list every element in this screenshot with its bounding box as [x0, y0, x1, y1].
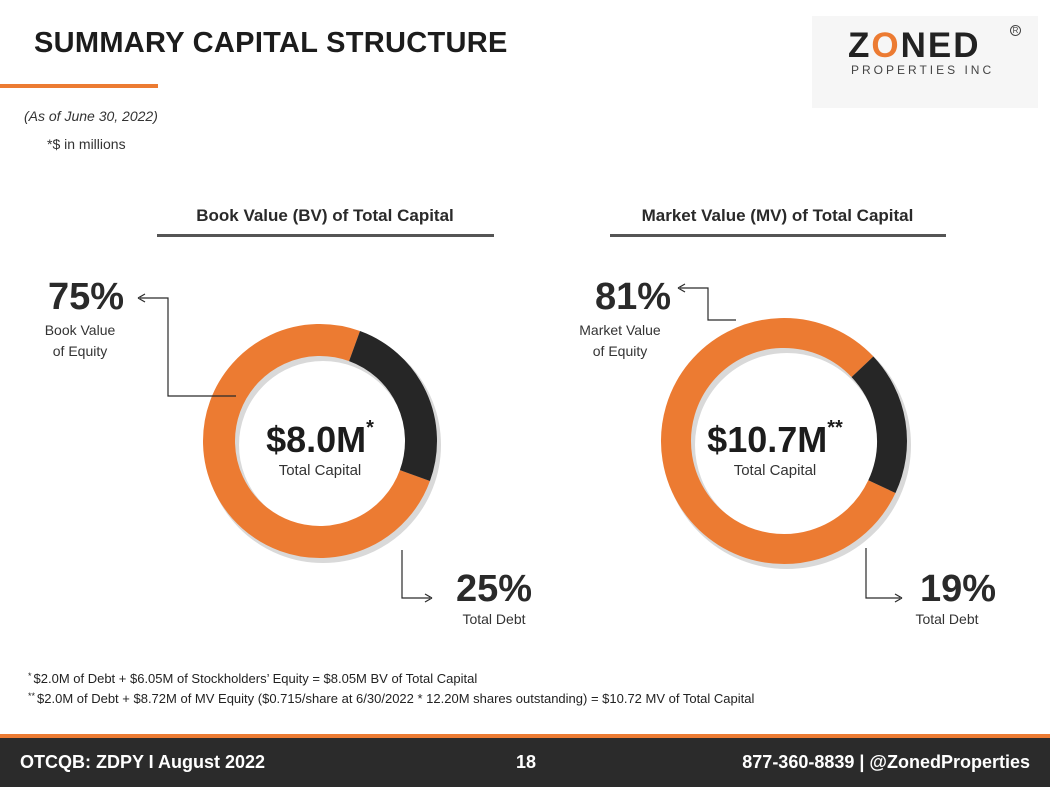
- debt-leader-line: [865, 548, 900, 599]
- bv-equity-label-line1: Book Value: [44, 322, 116, 338]
- bv-chart-title: Book Value (BV) of Total Capital: [196, 206, 454, 225]
- page-number: 18: [516, 752, 537, 772]
- debt-leader-line: [401, 550, 430, 599]
- mv-center-value-text: $10.7M: [707, 419, 828, 460]
- bv-equity-label-line2: of Equity: [52, 343, 108, 359]
- mv-chart-title: Market Value (MV) of Total Capital: [641, 206, 914, 225]
- bv-debt-percent: 25%: [456, 568, 533, 610]
- mv-total-capital-value: $10.7M**: [665, 417, 885, 461]
- bv-footnote-marker: *: [366, 417, 374, 439]
- logo-subtitle: PROPERTIES INC: [851, 63, 995, 77]
- debt-arrow-icon: [894, 593, 903, 603]
- title-underline: [0, 84, 158, 88]
- company-logo: ZONED: [848, 26, 981, 66]
- footnote-bv-text: $2.0M of Debt + $6.05M of Stockholders’ …: [33, 671, 478, 686]
- mv-equity-percent: 81%: [595, 276, 672, 318]
- bv-center-label: Total Capital: [278, 462, 362, 479]
- footer-bar: OTCQB: ZDPY I August 2022 18 877-360-883…: [0, 738, 1050, 787]
- donut-slice-debt: [851, 356, 907, 493]
- equity-leader-line: [680, 287, 736, 321]
- debt-arrow-icon: [424, 593, 433, 603]
- bv-equity-percent: 75%: [48, 276, 125, 318]
- footnote-bv-marker: *: [28, 671, 32, 681]
- footer-ticker-date: OTCQB: ZDPY I August 2022: [20, 752, 266, 772]
- bv-equity-label: Book Value of Equity: [30, 320, 130, 362]
- bv-total-capital-value: $8.0M*: [220, 417, 420, 461]
- mv-equity-label-line1: Market Value: [579, 322, 661, 338]
- equity-leader-line: [140, 297, 236, 397]
- footnote-mv: ** $2.0M of Debt + $8.72M of MV Equity ($…: [28, 691, 754, 706]
- footer-contact: 877-360-8839 | @ZonedProperties: [742, 752, 1030, 772]
- bv-center-value-text: $8.0M: [266, 419, 367, 460]
- footer-accent-rule: [0, 734, 1050, 738]
- units-note: *$ in millions: [47, 136, 126, 152]
- logo-letter-z: Z: [848, 26, 872, 65]
- equity-arrow-icon: [137, 293, 146, 303]
- mv-equity-label: Market Value of Equity: [565, 320, 675, 362]
- mv-debt-percent: 19%: [920, 568, 997, 610]
- donut-slice-debt: [348, 331, 437, 482]
- bv-title-rule: [157, 234, 494, 237]
- registered-mark: R: [1010, 25, 1021, 36]
- equity-arrow-icon: [677, 283, 686, 293]
- logo-letter-o: O: [871, 26, 901, 65]
- footnote-bv: * $2.0M of Debt + $6.05M of Stockholders’…: [28, 671, 477, 686]
- mv-footnote-marker: **: [827, 417, 843, 439]
- donut-slice-equity: [203, 324, 430, 558]
- as-of-date: (As of June 30, 2022): [24, 108, 158, 124]
- logo-letters-ned: NED: [900, 26, 981, 65]
- mv-title-rule: [610, 234, 946, 237]
- page-title: SUMMARY CAPITAL STRUCTURE: [34, 27, 508, 59]
- mv-center-label: Total Capital: [733, 462, 817, 479]
- bv-debt-label: Total Debt: [462, 611, 526, 627]
- donut-slice-equity: [661, 318, 896, 564]
- footnote-mv-text: $2.0M of Debt + $8.72M of MV Equity ($0.…: [37, 691, 755, 706]
- footnote-mv-marker: **: [28, 691, 36, 701]
- mv-debt-label: Total Debt: [915, 611, 979, 627]
- logo-panel: [812, 16, 1038, 108]
- mv-equity-label-line2: of Equity: [592, 343, 648, 359]
